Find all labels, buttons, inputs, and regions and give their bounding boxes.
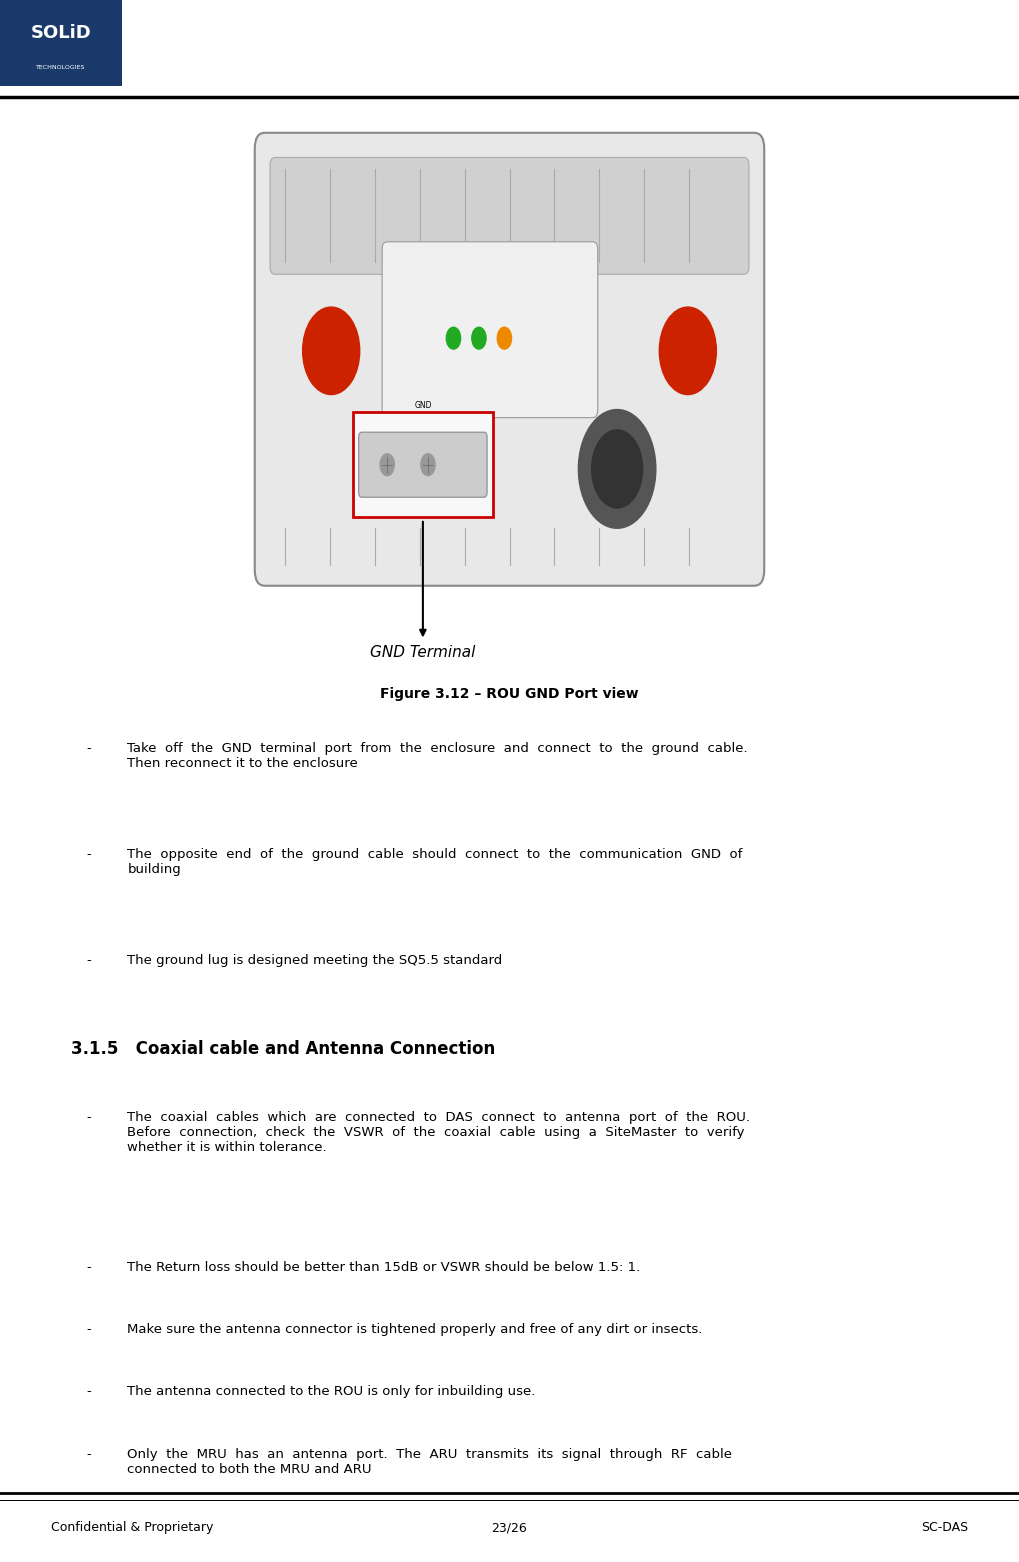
Text: GND Terminal: GND Terminal [370,645,476,661]
FancyBboxPatch shape [255,133,764,586]
Text: TECHNOLOGIES: TECHNOLOGIES [37,64,86,70]
Circle shape [497,326,512,348]
Text: The antenna connected to the ROU is only for inbuilding use.: The antenna connected to the ROU is only… [127,1385,536,1398]
Text: -: - [87,1261,92,1273]
Circle shape [380,453,394,475]
FancyBboxPatch shape [359,433,487,497]
Circle shape [659,308,716,395]
Text: Figure 3.12 – ROU GND Port view: Figure 3.12 – ROU GND Port view [380,687,639,701]
FancyBboxPatch shape [382,242,598,417]
Text: -: - [87,848,92,861]
Text: 3.1.5   Coaxial cable and Antenna Connection: 3.1.5 Coaxial cable and Antenna Connecti… [71,1040,495,1059]
Text: SOLiD: SOLiD [31,23,92,42]
Circle shape [472,326,486,348]
Text: Only  the  MRU  has  an  antenna  port.  The  ARU  transmits  its  signal  throu: Only the MRU has an antenna port. The AR… [127,1448,733,1476]
Circle shape [446,326,461,348]
FancyBboxPatch shape [270,158,749,275]
Text: SC-DAS: SC-DAS [921,1521,968,1534]
Text: -: - [87,1111,92,1123]
Text: The Return loss should be better than 15dB or VSWR should be below 1.5: 1.: The Return loss should be better than 15… [127,1261,641,1273]
Text: 23/26: 23/26 [491,1521,528,1534]
Text: The ground lug is designed meeting the SQ5.5 standard: The ground lug is designed meeting the S… [127,954,502,967]
Text: Confidential & Proprietary: Confidential & Proprietary [51,1521,213,1534]
FancyBboxPatch shape [353,412,493,517]
FancyBboxPatch shape [0,0,122,86]
Circle shape [303,308,360,395]
Text: GND: GND [414,401,432,411]
Text: -: - [87,954,92,967]
Text: -: - [87,1385,92,1398]
Circle shape [579,409,656,528]
Text: -: - [87,1323,92,1336]
Text: Take  off  the  GND  terminal  port  from  the  enclosure  and  connect  to  the: Take off the GND terminal port from the … [127,742,748,770]
Text: The  coaxial  cables  which  are  connected  to  DAS  connect  to  antenna  port: The coaxial cables which are connected t… [127,1111,750,1154]
Text: -: - [87,1448,92,1460]
Circle shape [592,430,643,508]
Text: -: - [87,742,92,754]
Circle shape [421,453,435,475]
Text: The  opposite  end  of  the  ground  cable  should  connect  to  the  communicat: The opposite end of the ground cable sho… [127,848,743,876]
Text: Make sure the antenna connector is tightened properly and free of any dirt or in: Make sure the antenna connector is tight… [127,1323,703,1336]
